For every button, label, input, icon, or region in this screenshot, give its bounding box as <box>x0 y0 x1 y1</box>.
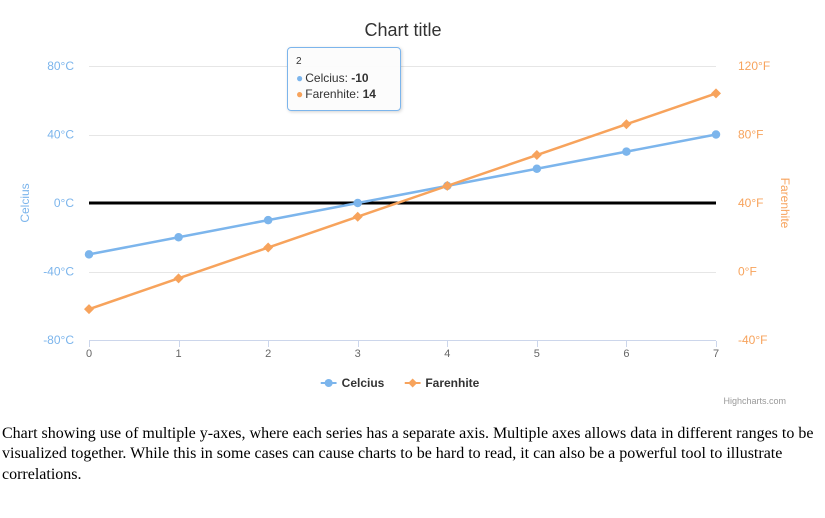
caption-text: Chart showing use of multiple y-axes, wh… <box>2 425 814 483</box>
tooltip: 2 ● Celcius: -10 ● Farenhite: 14 <box>287 47 401 111</box>
tooltip-celcius-label: Celcius: <box>305 71 352 85</box>
highcharts-container: Chart title 0 1 2 3 4 5 6 7 80°C 40°C 0°C -40°C -80°… <box>18 20 792 406</box>
series-celcius-point[interactable] <box>263 215 273 225</box>
series-farenhite-point[interactable] <box>263 242 274 253</box>
x-tick-label: 4 <box>444 348 450 360</box>
x-tick-label: 3 <box>355 348 361 360</box>
page: Chart title 0 1 2 3 4 5 6 7 80°C 40°C 0°C -40°C -80°… <box>2 8 814 483</box>
celcius-bullet-icon: ● <box>296 71 304 85</box>
farenhite-bullet-icon: ● <box>296 87 304 101</box>
series-celcius-point[interactable] <box>84 250 94 259</box>
y-tick-label-left: 0°C <box>54 196 74 210</box>
legend: Celcius Farenhite <box>320 376 479 390</box>
tooltip-farenhite-value: 14 <box>362 87 376 101</box>
farenhite-legend-marker-icon <box>404 377 421 389</box>
left-axis-title: Celcius <box>18 183 32 223</box>
series-celcius-point[interactable] <box>711 130 721 139</box>
tooltip-row-farenhite: ● Farenhite: 14 <box>296 86 392 102</box>
y-tick-label-left: 80°C <box>47 59 74 73</box>
series-farenhite-point[interactable] <box>173 273 184 284</box>
series-farenhite-point[interactable] <box>531 150 542 161</box>
y-tick-label-left: -40°C <box>43 265 74 279</box>
chart-title: Chart title <box>364 20 442 40</box>
series-celcius-point[interactable] <box>532 164 542 174</box>
x-tick-label: 7 <box>713 348 719 360</box>
celcius-legend-marker-icon <box>320 377 337 389</box>
series-farenhite-point[interactable] <box>352 211 363 222</box>
series-farenhite-point[interactable] <box>711 88 721 99</box>
series-celcius-line <box>87 133 718 256</box>
tooltip-header: 2 <box>296 56 302 67</box>
series-farenhite-line <box>87 92 718 311</box>
legend-label-celcius: Celcius <box>341 376 385 390</box>
plot-area: 0 1 2 3 4 5 6 7 80°C 40°C 0°C -40°C -80°C 120°F 80°F 40… <box>43 59 770 360</box>
legend-item-celcius[interactable]: Celcius <box>320 376 385 390</box>
tooltip-farenhite-label: Farenhite: <box>305 87 363 101</box>
y-tick-label-left: -80°C <box>43 333 74 347</box>
y-tick-label-right: 80°F <box>738 128 763 142</box>
legend-item-farenhite[interactable]: Farenhite <box>404 376 479 390</box>
tooltip-celcius-value: -10 <box>351 71 369 85</box>
series-farenhite-point[interactable] <box>84 304 94 315</box>
y-tick-label-right: 40°F <box>738 196 763 210</box>
x-tick-label: 5 <box>534 348 540 360</box>
series-celcius-point[interactable] <box>353 198 362 208</box>
series-celcius-point[interactable] <box>622 147 631 156</box>
y-tick-label-right: 0°F <box>738 265 757 279</box>
y-tick-label-right: 120°F <box>738 59 770 73</box>
series-celcius-point[interactable] <box>174 233 183 242</box>
x-tick-label: 1 <box>176 348 182 360</box>
y-tick-label-left: 40°C <box>47 128 74 142</box>
y-tick-label-right: -40°F <box>738 333 767 347</box>
x-tick-label: 6 <box>623 348 629 360</box>
series-farenhite-point[interactable] <box>442 180 453 191</box>
x-tick-label: 2 <box>265 348 271 360</box>
x-tick-label: 0 <box>86 348 92 360</box>
legend-label-farenhite: Farenhite <box>425 376 480 390</box>
highcharts-credit[interactable]: Highcharts.com <box>723 396 786 406</box>
series-farenhite-point[interactable] <box>621 119 632 130</box>
right-axis-title: Farenhite <box>778 177 792 229</box>
tooltip-row-celcius: ● Celcius: -10 <box>296 70 392 86</box>
